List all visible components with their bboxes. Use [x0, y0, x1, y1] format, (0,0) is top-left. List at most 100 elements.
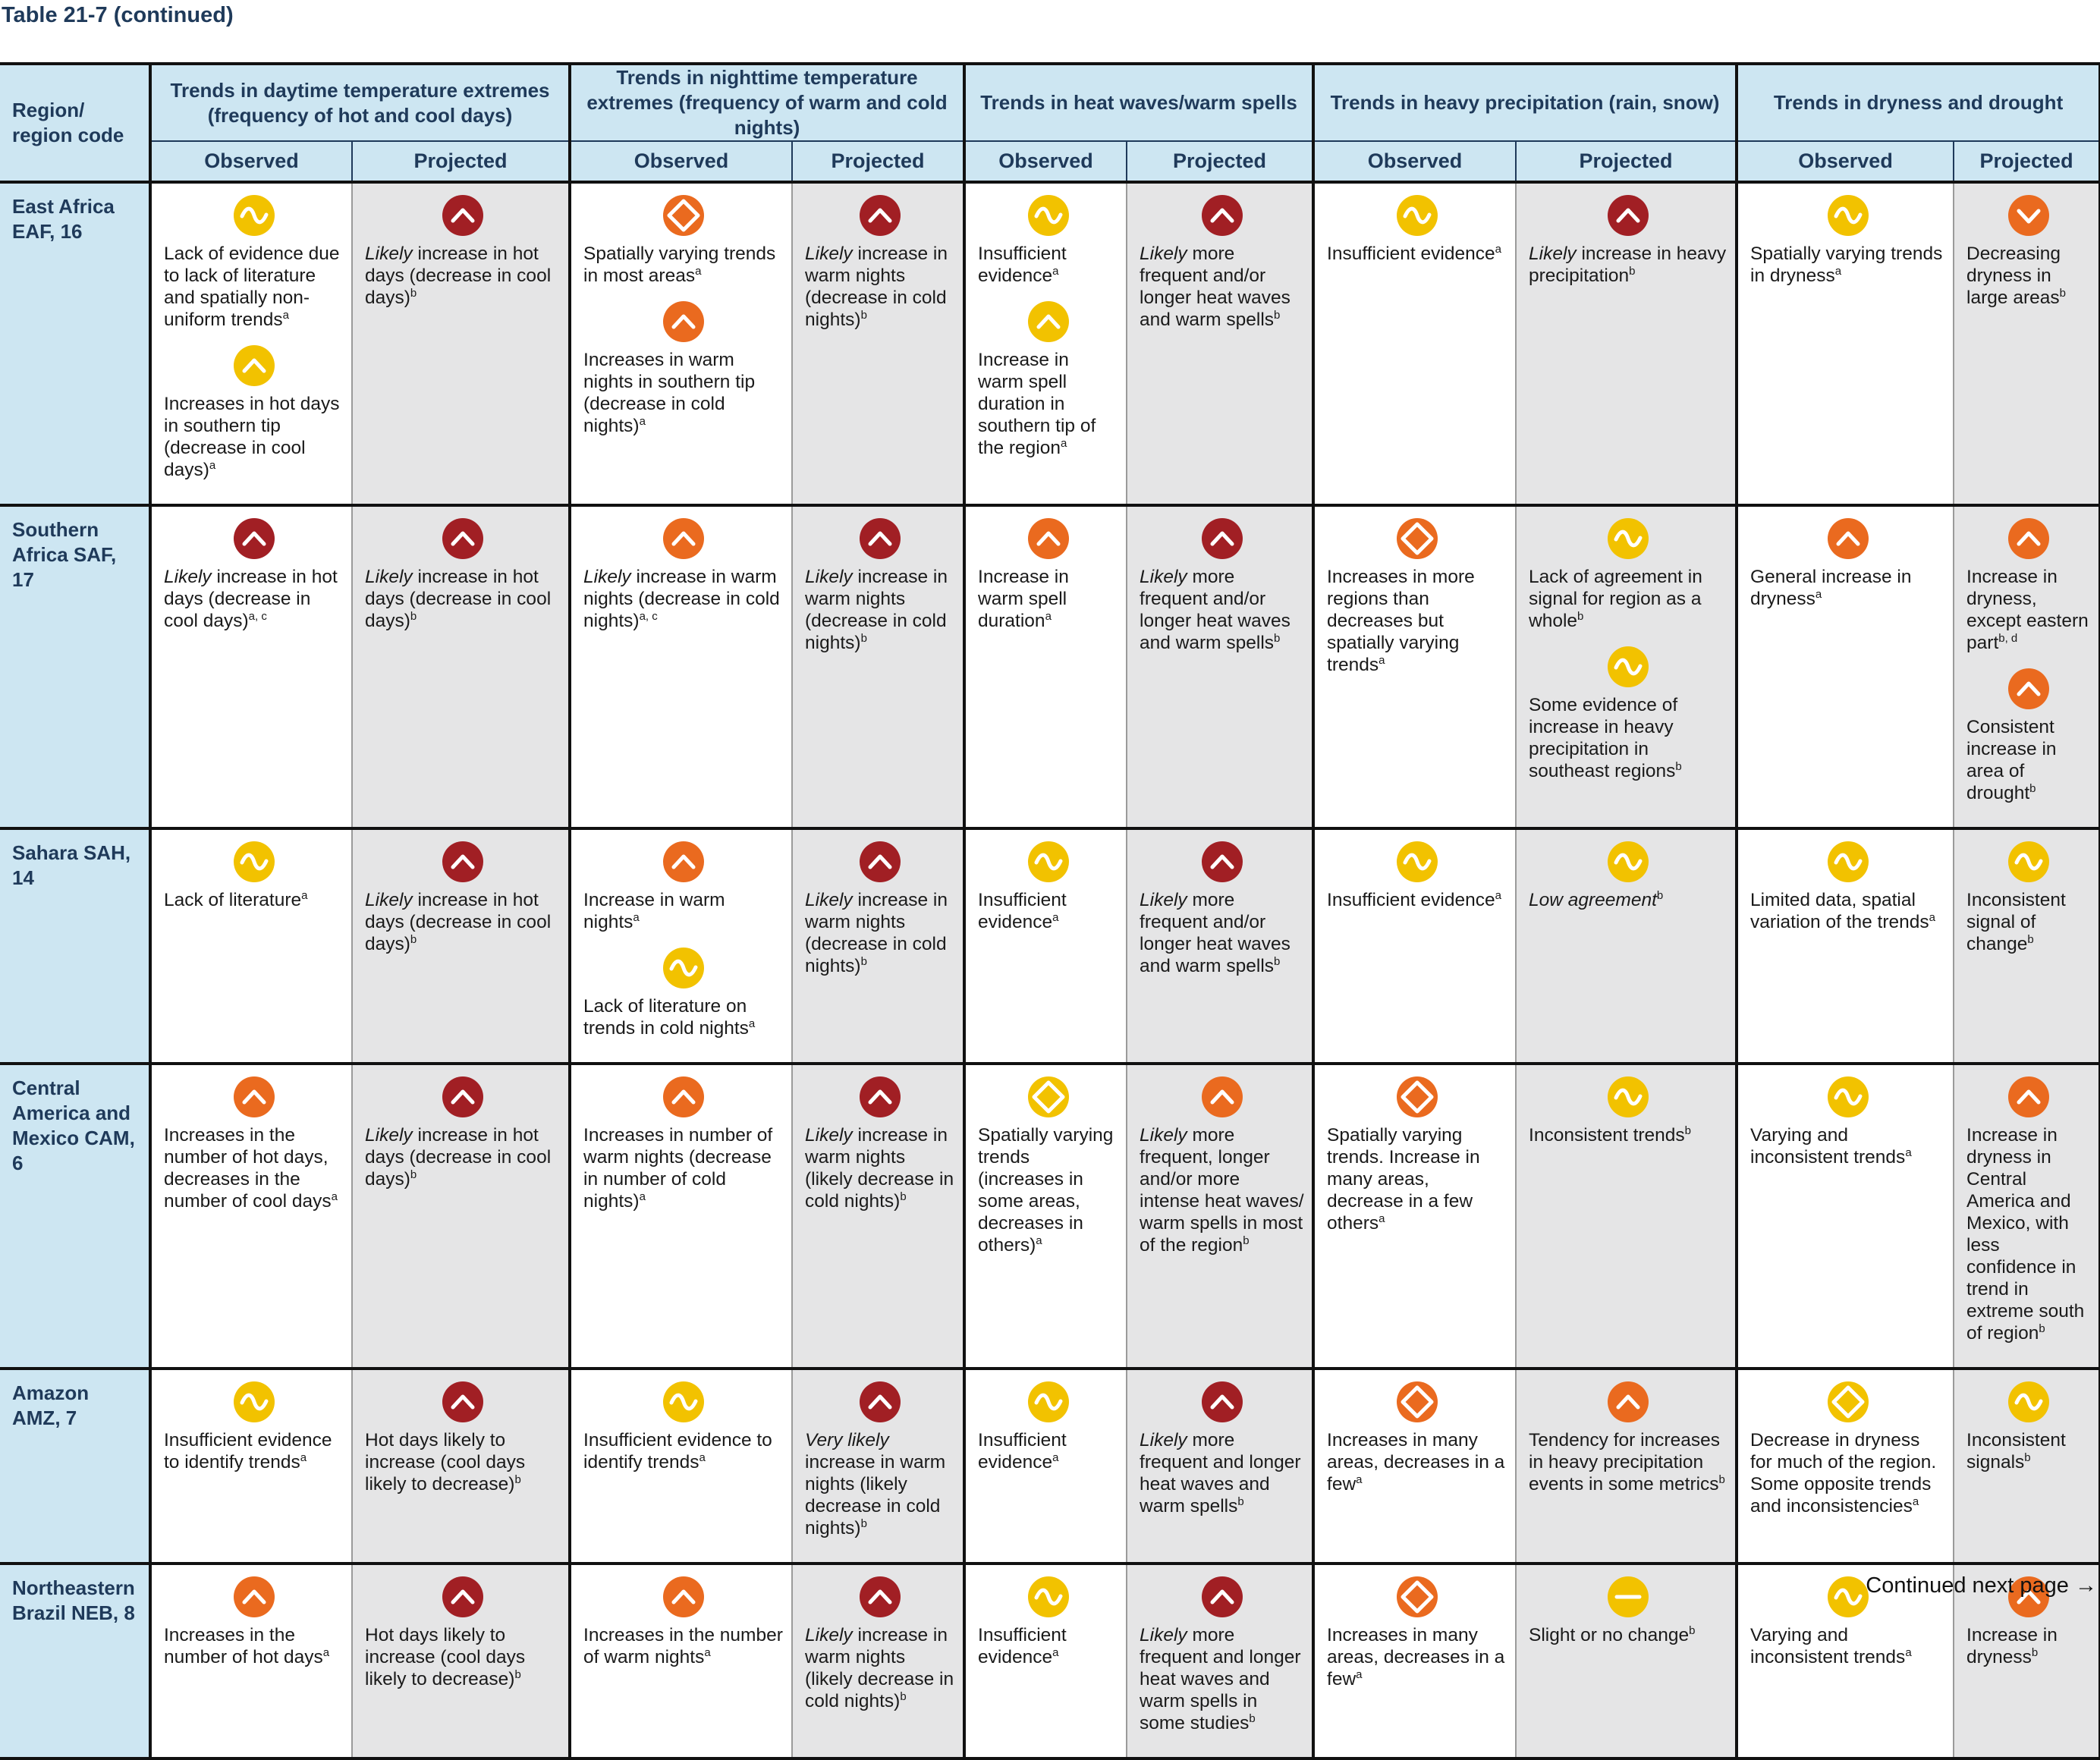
- footnote-marker: b: [2027, 932, 2034, 946]
- trend-description: increase in warm nights (decrease in col…: [805, 890, 948, 976]
- trend-description: Hot days likely to increase (cool days l…: [365, 1430, 526, 1494]
- trend-text: Low agreementb: [1529, 889, 1727, 911]
- darkred-up-icon: [442, 1576, 483, 1617]
- trend-description: increase in hot days (decrease in cool d…: [365, 567, 552, 631]
- footnote-marker: a: [1052, 1450, 1059, 1464]
- footnote-marker: a: [639, 1190, 646, 1203]
- trend-entry: Increases in many areas, decreases in a …: [1327, 1576, 1507, 1690]
- likelihood-term: Likely: [1140, 1125, 1187, 1146]
- trend-description: Increases in many areas, decreases in a …: [1327, 1625, 1505, 1689]
- trend-entry: Likely more frequent and/or longer heat …: [1140, 841, 1304, 977]
- footnote-marker: a: [1356, 1667, 1363, 1681]
- trend-text: Likely increase in hot days (decrease in…: [365, 1124, 561, 1190]
- trend-entry: Increase in warm spell duration in south…: [978, 300, 1118, 459]
- trend-entry: Limited data, spatial variation of the t…: [1750, 841, 1945, 933]
- trend-description: Insufficient evidence: [978, 890, 1067, 932]
- trend-description: Increase in warm spell duration in south…: [978, 350, 1096, 458]
- trend-text: Likely more frequent, longer and/or more…: [1140, 1124, 1304, 1256]
- trend-entry: Decreasing dryness in large areasb: [1966, 194, 2091, 309]
- footnote-marker: a: [282, 308, 289, 322]
- trend-text: Increases in warm nights in southern tip…: [583, 349, 784, 437]
- likelihood-term: Likely: [805, 567, 853, 587]
- observed-cell: Increases in many areas, decreases in a …: [1313, 1369, 1517, 1565]
- darkred-up-icon: [860, 195, 901, 236]
- darkred-up-icon: [442, 195, 483, 236]
- trend-text: Increase in dryness, except eastern part…: [1966, 566, 2091, 654]
- footnote-marker: a: [209, 458, 216, 472]
- trend-description: Increases in more regions than decreases…: [1327, 567, 1475, 675]
- trend-entry: Insufficient evidencea: [1327, 841, 1507, 911]
- trend-entry: Likely more frequent, longer and/or more…: [1140, 1076, 1304, 1256]
- trend-text: Lack of literaturea: [164, 889, 344, 911]
- trend-description: Increases in warm nights in southern tip…: [583, 350, 756, 436]
- trend-entry: Likely increase in warm nights (decrease…: [805, 194, 955, 331]
- footnote-marker: a: [1929, 910, 1935, 924]
- yellow-wave-icon: [1608, 841, 1649, 882]
- footnote-marker: b: [860, 631, 867, 645]
- trend-text: Varying and inconsistent trendsa: [1750, 1624, 1945, 1668]
- yellow-wave-icon: [1608, 646, 1649, 687]
- trend-entry: Insufficient evidencea: [978, 194, 1118, 287]
- trend-text: Increase in drynessb: [1966, 1624, 2091, 1668]
- orange-diamond-icon: [1397, 518, 1438, 559]
- trend-entry: Likely more frequent and longer heat wav…: [1140, 1381, 1304, 1517]
- observed-cell: Spatially varying trends (increases in s…: [964, 1064, 1128, 1370]
- trend-description: Increases in hot days in southern tip (d…: [164, 394, 340, 480]
- yellow-wave-icon: [1827, 1076, 1869, 1117]
- yellow-wave-icon: [1608, 518, 1649, 559]
- trend-text: Hot days likely to increase (cool days l…: [365, 1429, 561, 1495]
- observed-cell: Insufficient evidencea: [1313, 828, 1517, 1065]
- trend-text: Spatially varying trends. Increase in ma…: [1327, 1124, 1507, 1234]
- trend-text: Some evidence of increase in heavy preci…: [1529, 694, 1727, 782]
- projected-cell: Low agreementb: [1516, 828, 1739, 1065]
- footnote-marker: b: [410, 932, 417, 946]
- projected-header: Projected: [1127, 141, 1316, 184]
- trend-entry: Spatially varying trends in most areasa: [583, 194, 784, 287]
- observed-cell: Insufficient evidencea: [964, 1369, 1128, 1565]
- footnote-marker: b: [1274, 954, 1281, 968]
- orange-up-icon: [2008, 668, 2050, 709]
- footnote-marker: b: [1274, 631, 1281, 645]
- trend-description: increase in heavy precipitation: [1529, 244, 1727, 286]
- footnote-marker: b: [410, 286, 417, 300]
- trend-entry: Increases in many areas, decreases in a …: [1327, 1381, 1507, 1495]
- projected-cell: Likely increase in warm nights (likely d…: [792, 1564, 967, 1760]
- footnote-marker: a: [322, 1645, 330, 1659]
- likelihood-term: Likely: [1140, 244, 1187, 264]
- trend-entry: Likely increase in warm nights (decrease…: [583, 517, 784, 632]
- orange-up-icon: [1608, 1381, 1649, 1422]
- likelihood-term: Likely: [1140, 1625, 1187, 1645]
- darkred-up-icon: [1201, 518, 1243, 559]
- footnote-marker: a: [1905, 1146, 1912, 1159]
- trend-entry: Spatially varying trends in drynessa: [1750, 194, 1945, 287]
- trend-description: Spatially varying trends. Increase in ma…: [1327, 1125, 1480, 1234]
- footnote-marker: a: [1495, 242, 1501, 256]
- observed-cell: Increases in the number of warm nightsa: [570, 1564, 794, 1760]
- trend-description: Insufficient evidence: [1327, 890, 1495, 910]
- footnote-marker: b: [1684, 1124, 1692, 1137]
- trend-description: Lack of literature: [164, 890, 302, 910]
- footnote-marker: a: [1912, 1494, 1919, 1508]
- trend-description: Insufficient evidence: [1327, 244, 1495, 264]
- yellow-wave-icon: [1827, 1576, 1869, 1617]
- trend-description: Tendency for increases in heavy precipit…: [1529, 1430, 1720, 1494]
- footnote-marker: b: [514, 1472, 521, 1486]
- orange-up-icon: [663, 518, 705, 559]
- trend-description: more frequent and/or longer heat waves a…: [1140, 567, 1290, 653]
- trend-text: Spatially varying trends in drynessa: [1750, 243, 1945, 287]
- observed-header: Observed: [1313, 141, 1517, 184]
- trend-text: Likely more frequent and/or longer heat …: [1140, 243, 1304, 331]
- trend-entry: Likely increase in hot days (decrease in…: [365, 841, 561, 955]
- likelihood-term: Likely: [1140, 567, 1187, 587]
- trend-description: Lack of evidence due to lack of literatu…: [164, 244, 340, 330]
- trend-entry: Hot days likely to increase (cool days l…: [365, 1576, 561, 1690]
- group-header-dryness-drought: Trends in dryness and drought: [1737, 62, 2100, 142]
- table-body: East Africa EAF, 16 Lack of evidence due …: [0, 182, 2100, 1760]
- orange-diamond-icon: [663, 195, 705, 236]
- trend-entry: Lack of literature on trends in cold nig…: [583, 947, 784, 1039]
- trend-text: Lack of evidence due to lack of literatu…: [164, 243, 344, 331]
- trend-description: more frequent and/or longer heat waves a…: [1140, 244, 1290, 330]
- trend-entry: Varying and inconsistent trendsa: [1750, 1076, 1945, 1168]
- likelihood-term: Likely: [805, 1125, 853, 1146]
- orange-up-icon: [663, 841, 705, 882]
